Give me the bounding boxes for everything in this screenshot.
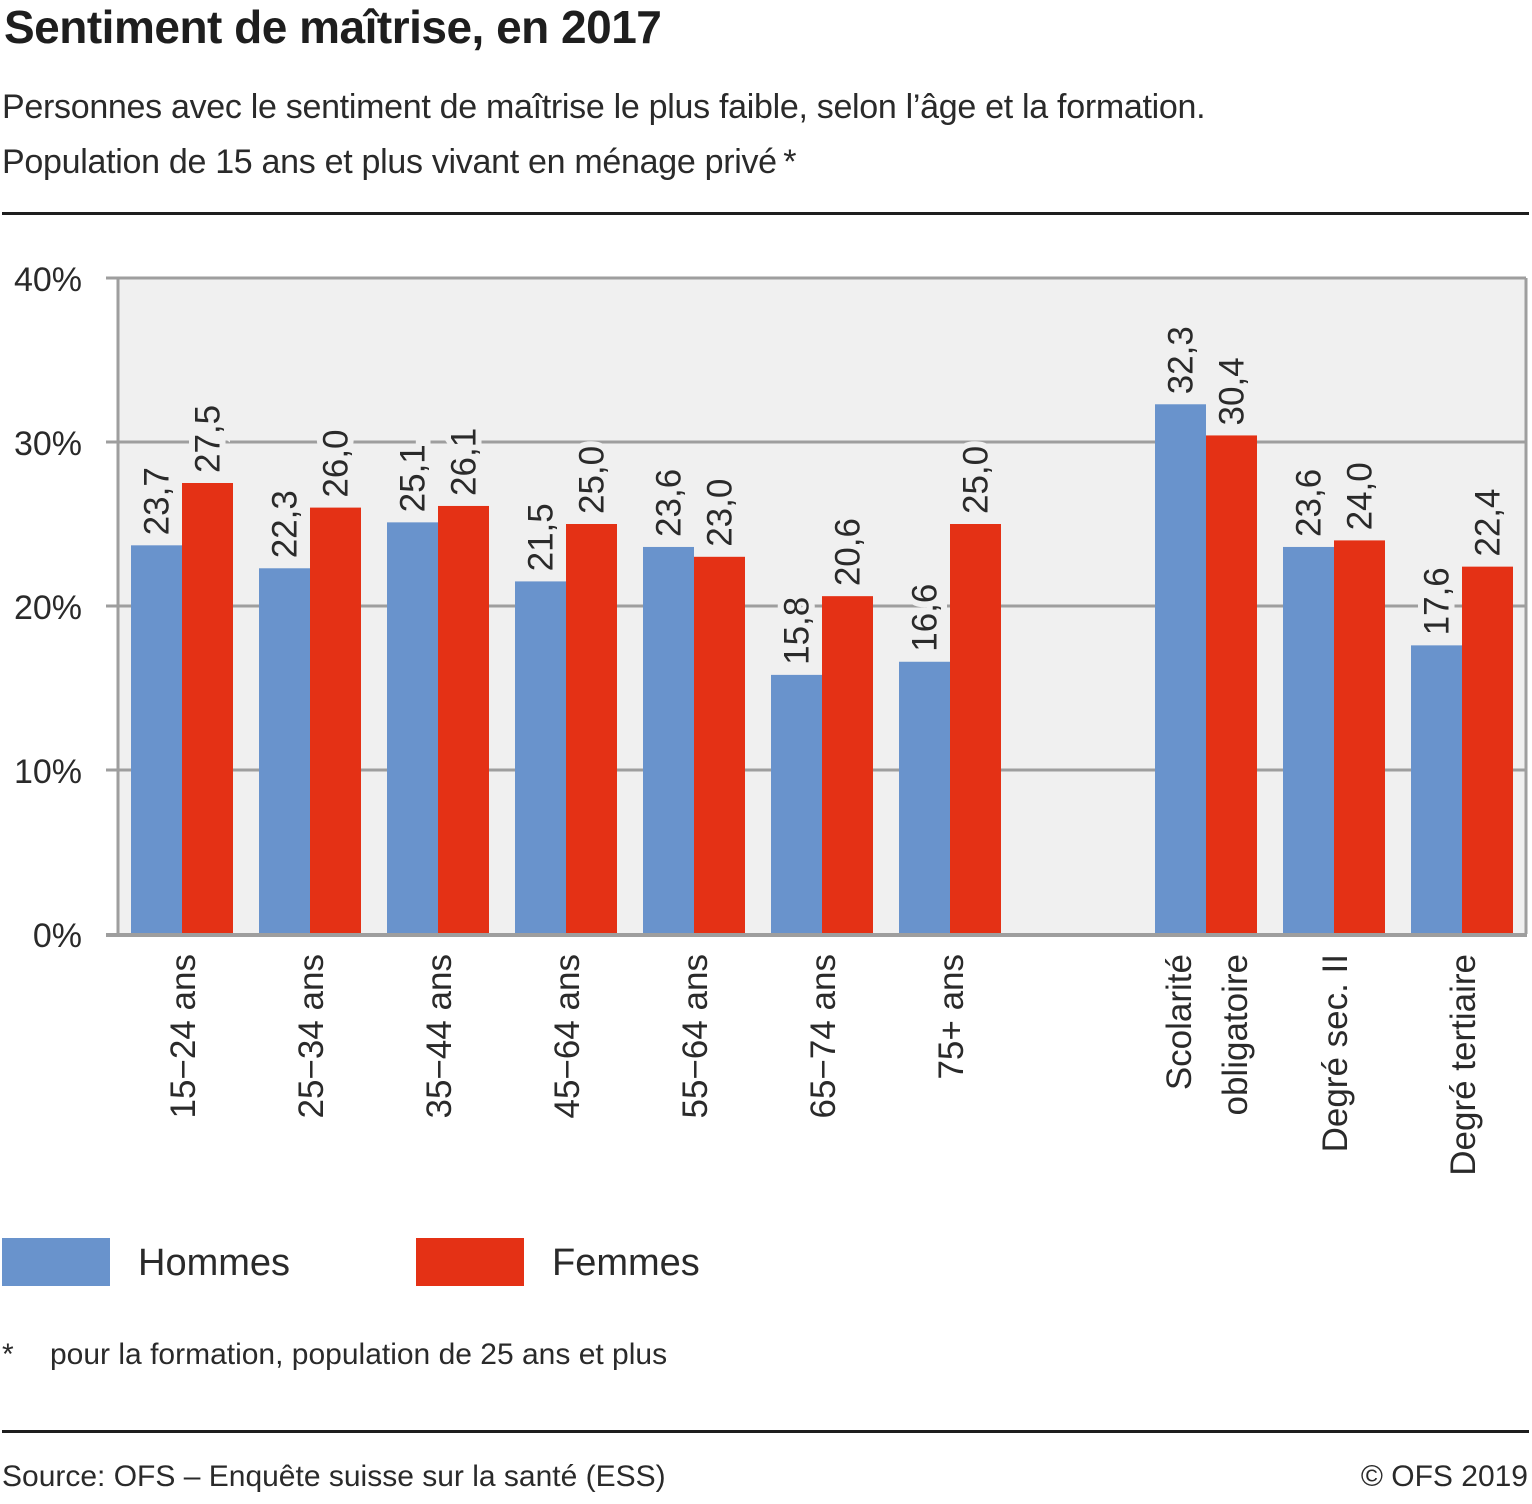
bar-femmes [950, 524, 1001, 934]
bar-femmes [566, 524, 617, 934]
value-label-halo: 25,0 [573, 446, 612, 514]
value-label: 23,6 [650, 469, 689, 537]
axes [106, 276, 1528, 937]
x-tick-label: obligatoire [1216, 954, 1255, 1116]
y-tick-label: 0% [33, 917, 82, 955]
bar-hommes [131, 545, 182, 934]
value-label-halo: 25,0 [957, 446, 996, 514]
value-label-halo: 22,3 [266, 490, 305, 558]
value-label: 27,5 [189, 405, 228, 473]
bar-femmes [694, 556, 745, 934]
y-tick-label: 30% [14, 425, 82, 463]
value-label: 25,0 [573, 446, 612, 514]
bar-femmes [1462, 566, 1513, 934]
bar-hommes [1155, 404, 1206, 934]
bar-femmes [1334, 540, 1385, 934]
chart-title: Sentiment de maîtrise, en 2017 [4, 1, 662, 53]
value-label: 21,5 [522, 503, 561, 571]
value-label-halo: 16,6 [906, 584, 945, 652]
bar-hommes [643, 546, 694, 934]
bars [131, 404, 1513, 934]
copyright-note: © OFS 2019 [1360, 1460, 1528, 1493]
value-label: 26,0 [317, 429, 356, 497]
bar-femmes [822, 596, 873, 934]
source-note: Source: OFS – Enquête suisse sur la sant… [2, 1460, 666, 1493]
value-label: 16,6 [906, 584, 945, 652]
value-label-halo: 22,4 [1469, 489, 1508, 557]
chart-subtitle-line-1: Personnes avec le sentiment de maîtrise … [2, 88, 1206, 126]
value-label-halo: 23,6 [650, 469, 689, 537]
value-label-halo: 27,5 [189, 405, 228, 473]
legend-swatch-femmes [416, 1238, 524, 1286]
value-label-halo: 25,1 [394, 444, 433, 512]
bar-hommes [899, 661, 950, 934]
y-tick-label: 10% [14, 753, 82, 791]
value-label-halo: 23,0 [701, 479, 740, 547]
x-tick-label: 75+ ans [932, 954, 971, 1080]
bar-femmes [1206, 435, 1257, 934]
value-label: 23,6 [1290, 469, 1329, 537]
value-label: 22,3 [266, 490, 305, 558]
value-label-halo: 15,8 [778, 597, 817, 665]
value-label-halo: 24,0 [1341, 462, 1380, 530]
value-label: 22,4 [1469, 489, 1508, 557]
x-tick-label: Degré sec. II [1316, 954, 1355, 1152]
footnote-marker: * [2, 1338, 14, 1371]
value-label: 17,6 [1418, 567, 1457, 635]
value-label: 20,6 [829, 518, 868, 586]
x-axis-tick-labels: 15−24 ans 25−34 ans 35−44 ans 45−64 ans 55−6… [164, 954, 1483, 1176]
legend-label-hommes: Hommes [138, 1242, 291, 1284]
value-label: 23,7 [138, 467, 177, 535]
value-label: 26,1 [445, 428, 484, 496]
x-tick-label: 65−74 ans [804, 954, 843, 1118]
y-tick-label: 20% [14, 589, 82, 627]
value-label: 30,4 [1213, 357, 1252, 425]
footnote-text: pour la formation, population de 25 ans … [50, 1338, 668, 1371]
value-label: 23,0 [701, 479, 740, 547]
bar-chart: 0%10%20%30%40% 23,723,727,527,522,322,32… [14, 261, 1528, 1176]
footnote: * pour la formation, population de 25 ans… [2, 1338, 667, 1372]
value-label-halo: 30,4 [1213, 357, 1252, 425]
chart-subtitle-line-2: Population de 15 ans et plus vivant en m… [2, 143, 797, 181]
value-label-halo: 21,5 [522, 503, 561, 571]
x-tick-label: 35−44 ans [420, 954, 459, 1118]
x-tick-label: Scolarité [1160, 954, 1199, 1090]
header-divider [2, 212, 1529, 215]
bar-hommes [387, 522, 438, 934]
y-axis-tick-labels: 0% 10% 20% 30% 40% [14, 261, 82, 955]
bar-hommes [515, 581, 566, 934]
value-label: 25,0 [957, 446, 996, 514]
legend-swatch-hommes [2, 1238, 110, 1286]
x-tick-label: 25−34 ans [292, 954, 331, 1118]
x-tick-label: 45−64 ans [548, 954, 587, 1118]
value-label-halo: 20,6 [829, 518, 868, 586]
legend-label-femmes: Femmes [552, 1242, 700, 1284]
x-tick-label: Degré tertiaire [1444, 954, 1483, 1176]
value-label-halo: 23,6 [1290, 469, 1329, 537]
x-tick-label: 15−24 ans [164, 954, 203, 1118]
value-label: 24,0 [1341, 462, 1380, 530]
y-tick-label: 40% [14, 261, 82, 299]
bar-hommes [1411, 645, 1462, 934]
x-tick-label: 55−64 ans [676, 954, 715, 1118]
value-label-halo: 23,7 [138, 467, 177, 535]
bar-hommes [1283, 546, 1334, 934]
value-label: 15,8 [778, 597, 817, 665]
value-label-halo: 26,1 [445, 428, 484, 496]
bar-femmes [182, 483, 233, 934]
value-label: 25,1 [394, 444, 433, 512]
value-label-halo: 32,3 [1162, 326, 1201, 394]
bar-hommes [259, 568, 310, 934]
footer-divider [2, 1430, 1529, 1433]
bar-femmes [310, 507, 361, 934]
value-label-halo: 17,6 [1418, 567, 1457, 635]
value-labels: 23,723,727,527,522,322,326,026,0 25,125,1… [132, 320, 1514, 671]
bar-hommes [771, 674, 822, 934]
value-label-halo: 26,0 [317, 429, 356, 497]
value-label: 32,3 [1162, 326, 1201, 394]
bar-femmes [438, 505, 489, 934]
